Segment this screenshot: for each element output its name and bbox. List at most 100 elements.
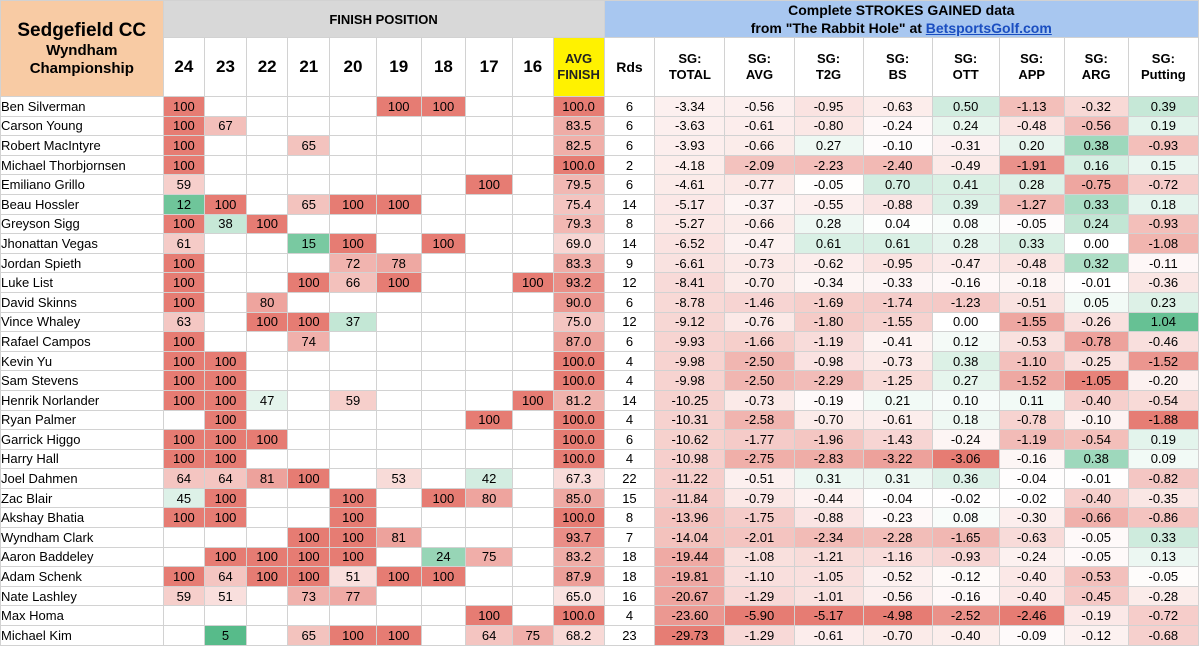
table-row: Nate Lashley 59 51 73 77 65.0 16 -20.67 -1.29 -1.… [0, 585, 1199, 607]
sg-cell: -1.80 [793, 311, 864, 333]
sg-cell: -0.93 [931, 546, 1000, 568]
finish-cell [204, 154, 247, 176]
sg-cell: -29.73 [654, 625, 726, 646]
sg-cell: -5.17 [793, 605, 864, 627]
sg-cell: -0.01 [1063, 272, 1129, 293]
sg-header-line2: ARG [1081, 67, 1111, 82]
sg-cell: 0.36 [931, 468, 1000, 489]
sg-cell: -0.24 [998, 546, 1065, 568]
sg-cell: 0.08 [931, 507, 1000, 529]
sg-cell: -0.44 [793, 487, 864, 509]
finish-cell [420, 272, 467, 293]
finish-cell: 80 [465, 487, 513, 509]
sg-cell: 0.19 [1127, 429, 1199, 450]
sg-cell: -8.78 [654, 291, 726, 313]
sg-cell: -0.46 [1127, 331, 1199, 352]
sg-cell: -1.10 [998, 350, 1065, 372]
finish-cell [465, 389, 513, 411]
sg-cell: -0.78 [1063, 331, 1129, 352]
sg-cell: 0.38 [931, 350, 1000, 372]
sg-cell: -1.55 [862, 311, 933, 333]
player-name: Beau Hossler [0, 193, 164, 215]
sg-cell: -19.44 [654, 546, 726, 568]
finish-cell: 100 [245, 429, 289, 450]
strokes-gained-header: Complete STROKES GAINED data from "The R… [603, 0, 1199, 38]
sg-cell: -0.32 [1063, 96, 1129, 117]
rounds-cell: 4 [603, 605, 656, 627]
finish-cell [375, 233, 422, 254]
finish-cell [420, 291, 467, 313]
finish-cell [375, 311, 422, 333]
finish-cell [511, 546, 554, 568]
finish-cell [511, 566, 554, 587]
sg-cell: -14.04 [654, 527, 726, 548]
finish-cell: 100 [204, 487, 247, 509]
player-name: Kevin Yu [0, 350, 164, 372]
betsports-link[interactable]: BetsportsGolf.com [925, 20, 1052, 36]
finish-cell [204, 311, 247, 333]
player-name: Ryan Palmer [0, 409, 164, 431]
finish-cell [375, 605, 422, 627]
sg-cell: -0.24 [931, 429, 1000, 450]
player-name: Joel Dahmen [0, 468, 164, 489]
sg-header-line1: Complete STROKES GAINED data [788, 2, 1015, 18]
finish-cell [465, 448, 513, 470]
finish-cell [162, 546, 206, 568]
finish-position-header: FINISH POSITION [162, 0, 605, 38]
sg-cell: -0.66 [724, 213, 795, 235]
sg-cell: 0.33 [1127, 527, 1199, 548]
finish-cell [204, 96, 247, 117]
finish-cell [375, 291, 422, 313]
sg-header-line2: AVG [745, 67, 774, 82]
finish-cell [287, 154, 331, 176]
rounds-cell: 6 [603, 291, 656, 313]
finish-cell [511, 233, 554, 254]
finish-cell [420, 154, 467, 176]
sg-cell: -0.30 [998, 507, 1065, 529]
rounds-cell: 18 [603, 566, 656, 587]
table-row: Ben Silverman 100 100 100 100.0 6 -3.34 -0.56 -0… [0, 96, 1199, 117]
finish-cell: 100 [420, 233, 467, 254]
finish-cell: 12 [162, 193, 206, 215]
finish-cell [420, 625, 467, 646]
avg-header-line2: FINISH [557, 67, 600, 82]
finish-cell [287, 389, 331, 411]
sg-cell: -0.93 [1127, 135, 1199, 156]
avg-finish-cell: 65.0 [552, 585, 605, 607]
sg-cell: -0.05 [998, 213, 1065, 235]
sg-cell: 0.38 [1063, 448, 1129, 470]
finish-cell [465, 585, 513, 607]
sg-cell: -1.05 [793, 566, 864, 587]
sg-cell: -0.70 [793, 409, 864, 431]
sg-cell: 0.00 [931, 311, 1000, 333]
sg-cell: -8.41 [654, 272, 726, 293]
finish-cell [245, 409, 289, 431]
finish-cell: 100 [162, 252, 206, 274]
sg-cell: -1.52 [998, 370, 1065, 391]
sg-cell: -0.05 [1127, 566, 1199, 587]
finish-cell: 100 [162, 370, 206, 391]
player-name: Garrick Higgo [0, 429, 164, 450]
table-row: Jhonattan Vegas 61 15 100 100 69.0 14 -6.52 -0.4… [0, 233, 1199, 254]
finish-cell: 5 [204, 625, 247, 646]
finish-cell [375, 409, 422, 431]
finish-cell: 59 [162, 585, 206, 607]
finish-cell [420, 213, 467, 235]
sg-cell: 0.33 [1063, 193, 1129, 215]
sg-cell: -1.08 [724, 546, 795, 568]
finish-col-header: 23 [204, 37, 247, 97]
finish-cell [245, 154, 289, 176]
sg-cell: 0.23 [1127, 291, 1199, 313]
sg-cell: -0.51 [998, 291, 1065, 313]
finish-cell: 64 [465, 625, 513, 646]
sg-cell: -3.93 [654, 135, 726, 156]
finish-cell: 100 [162, 507, 206, 529]
sg-cell: -9.98 [654, 370, 726, 391]
finish-cell [329, 605, 377, 627]
table-row: Greyson Sigg 100 38 100 79.3 8 -5.27 -0.66 0.28 0… [0, 213, 1199, 235]
finish-cell [420, 193, 467, 215]
avg-finish-cell: 68.2 [552, 625, 605, 646]
avg-finish-cell: 100.0 [552, 409, 605, 431]
sg-cell: -0.26 [1063, 311, 1129, 333]
finish-cell: 100 [162, 389, 206, 411]
